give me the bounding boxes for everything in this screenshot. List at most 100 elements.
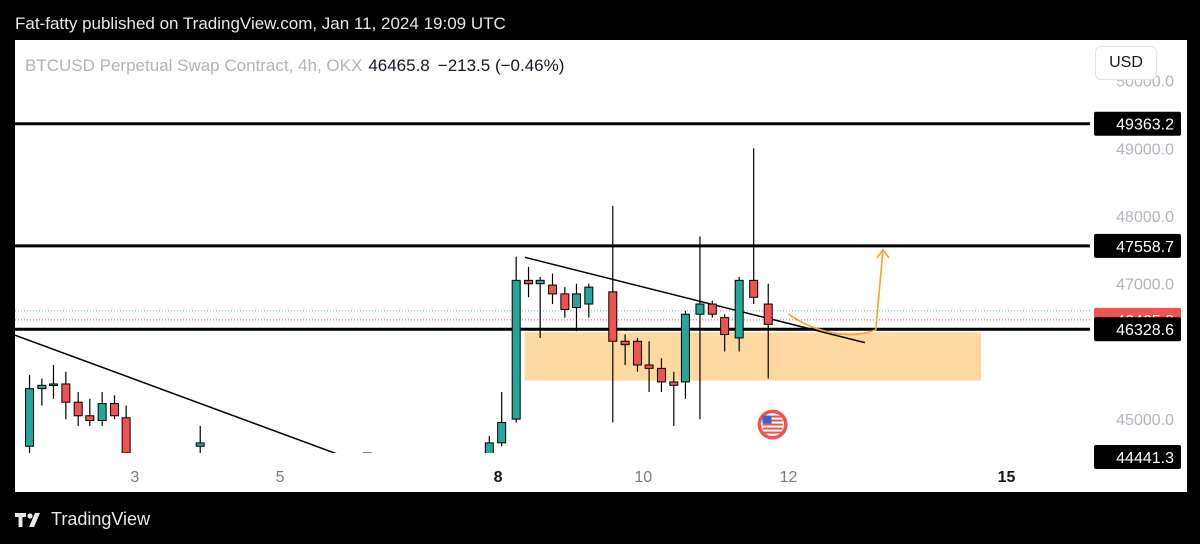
candle-body [680, 313, 690, 383]
candle [749, 148, 759, 305]
candle [524, 266, 534, 298]
candle [511, 256, 521, 423]
top-bar: Fat-fatty published on TradingView.com, … [0, 0, 1200, 40]
candle-body [524, 279, 534, 285]
candle-body [484, 442, 494, 453]
price-label-text: 44441.3 [1116, 450, 1174, 467]
candle-body [548, 284, 557, 295]
tradingview-logo-icon [15, 512, 40, 527]
flag-stripe [762, 427, 783, 430]
candle [560, 287, 570, 318]
tradingview-brand[interactable]: TradingView [15, 509, 150, 530]
price-label: 49363.2 [1094, 111, 1181, 136]
candle-body [608, 291, 618, 342]
trendline [15, 334, 337, 453]
candle [620, 334, 630, 365]
candle [584, 283, 594, 318]
price-label-text: 46328.6 [1116, 322, 1174, 339]
candle-body [571, 293, 581, 308]
candle-body [497, 422, 507, 444]
candle-body [763, 303, 773, 325]
price-label-text: 49363.2 [1116, 117, 1174, 134]
price-label-box [1094, 317, 1181, 342]
y-tick-label: 48000.0 [1116, 209, 1174, 226]
price-label-box [1094, 444, 1181, 469]
x-tick-label: 10 [634, 469, 652, 486]
candle-body [644, 364, 654, 369]
candle-body [560, 293, 570, 310]
candle-body [25, 388, 35, 447]
price-label-text: 47558.7 [1116, 239, 1174, 256]
y-tick-label: 45000.0 [1116, 412, 1174, 429]
candle-body [749, 279, 759, 298]
candle [656, 358, 666, 393]
x-tick-label: 3 [130, 469, 139, 486]
candle-body [61, 383, 71, 403]
plot-area [15, 122, 1090, 453]
candle [121, 405, 131, 453]
candle [25, 375, 35, 453]
candle-body [695, 303, 705, 315]
candle [632, 337, 642, 372]
candle [85, 398, 95, 426]
price-label: 47558.7 [1094, 233, 1181, 258]
candle [48, 364, 58, 399]
candle [763, 283, 773, 379]
candle [97, 392, 107, 426]
candle [37, 378, 47, 406]
last-price: 46465.8 [368, 56, 430, 75]
candle [669, 371, 679, 426]
candle [195, 425, 205, 453]
candle-body [584, 286, 594, 305]
candle [535, 276, 545, 338]
flag-stripe [762, 431, 783, 434]
x-tick-label: 8 [494, 469, 503, 486]
candle [110, 395, 120, 420]
candle-body [97, 403, 107, 422]
candle [484, 436, 494, 453]
brand-name: TradingView [51, 509, 151, 529]
candle-body [85, 415, 95, 422]
symbol-title: BTCUSD Perpetual Swap Contract, 4h, OKX [25, 56, 363, 75]
chart-panel[interactable]: 3 5 8 10 12 15 50000.0 49000.0 48000.0 47000.0 450… [15, 40, 1187, 492]
price-label: 44441.3 [1094, 444, 1181, 469]
demand-zone [524, 332, 982, 381]
candle-body [110, 403, 120, 417]
candle [734, 276, 744, 352]
us-flag-icon [757, 409, 788, 440]
y-tick-label: 49000.0 [1116, 141, 1174, 158]
price-label-box [1094, 111, 1181, 136]
price-label: 46328.6 [1094, 317, 1181, 342]
projection-arrowhead [876, 248, 890, 259]
candle-body [535, 279, 545, 285]
candlestick-chart[interactable]: 3 5 8 10 12 1550000.049000.048000.047000.0450… [15, 40, 1187, 492]
y-tick-label: 47000.0 [1116, 277, 1174, 294]
x-tick-label: 15 [998, 469, 1016, 486]
flag-canton [762, 415, 772, 424]
candle-body [632, 340, 642, 366]
published-caption: Fat-fatty published on TradingView.com, … [15, 14, 506, 33]
candle-body [720, 317, 730, 336]
flag-stripe [762, 419, 783, 422]
flag-stripe [762, 415, 783, 418]
flag-stripe [762, 423, 783, 426]
candle-body [195, 442, 205, 447]
price-change: −213.5 (−0.46%) [437, 56, 565, 75]
candle-body [734, 279, 744, 339]
candle [548, 273, 557, 305]
candle [608, 205, 618, 423]
candle [497, 392, 507, 447]
x-tick-label: 12 [780, 469, 798, 486]
candle-body [48, 383, 58, 386]
candle [720, 314, 730, 352]
candle-body [37, 384, 47, 390]
candle-body [121, 417, 131, 453]
candle-body [73, 401, 83, 417]
candle-body [511, 279, 521, 420]
candle-body [620, 340, 630, 346]
symbol-legend: BTCUSD Perpetual Swap Contract, 4h, OKX 4… [25, 56, 564, 76]
candle [644, 341, 654, 393]
trendline [524, 256, 866, 344]
candle [362, 452, 372, 453]
currency-button[interactable]: USD [1095, 46, 1157, 80]
